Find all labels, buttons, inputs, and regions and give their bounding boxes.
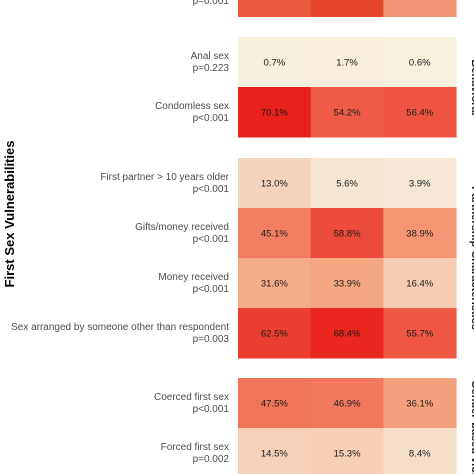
- cell-value-label: 33.9%: [334, 279, 361, 290]
- heatmap-row: 13.0% 5.6% 3.9% First partner > 10 years ol…: [100, 158, 457, 209]
- heatmap-cell: [310, 37, 384, 88]
- heatmap-cell: [238, 258, 312, 309]
- cell-value-label: 58.8%: [334, 229, 361, 240]
- cell-value-label: 3.9%: [409, 179, 431, 190]
- heatmap-cell: [310, 308, 384, 359]
- heatmap-cell: [383, 87, 457, 138]
- cell-value-label: 54.2%: [334, 108, 361, 119]
- heatmap-cell: [310, 0, 384, 17]
- heatmap-cell: [238, 87, 312, 138]
- cell-value-label: 0.7%: [264, 58, 286, 69]
- facet-strip-label: Gender-based viol: [469, 380, 474, 474]
- row-label: Money received: [158, 272, 229, 283]
- row-label: Coerced first sex: [154, 392, 229, 403]
- cell-value-label: 46.9%: [334, 399, 361, 410]
- heatmap-cell: [383, 208, 457, 259]
- cell-value-label: 1.7%: [336, 58, 358, 69]
- heatmap-row: 62.5% 68.4% 55.7% Sex arranged by someone o…: [11, 308, 457, 359]
- heatmap-cell: [383, 258, 457, 309]
- row-p-value: p<0.001: [193, 184, 230, 195]
- heatmap-cell: [383, 0, 457, 17]
- heatmap-cell: [238, 37, 312, 88]
- row-p-value: p=0.002: [193, 454, 230, 465]
- heatmap-cell: [238, 378, 312, 429]
- heatmap-row: 45.1% 58.8% 38.9% Gifts/money receivedp<0.0…: [135, 208, 457, 259]
- heatmap-cell: [310, 87, 384, 138]
- cell-value-label: 36.1%: [406, 399, 433, 410]
- cell-value-label: 31.6%: [261, 279, 288, 290]
- heatmap-cell: [383, 308, 457, 359]
- row-p-value: p<0.001: [193, 284, 230, 295]
- cell-value-label: 0.6%: [409, 58, 431, 69]
- cell-value-label: 56.4%: [406, 108, 433, 119]
- row-p-value: p<0.001: [193, 234, 230, 245]
- row-p-value: p=0.001: [193, 0, 230, 7]
- row-p-value: p<0.001: [193, 404, 230, 415]
- cell-value-label: 16.4%: [406, 279, 433, 290]
- row-label: First partner > 10 years older: [100, 172, 229, 183]
- heatmap-cell: [238, 308, 312, 359]
- heatmap-cell: [310, 258, 384, 309]
- heatmap-cell: [310, 428, 384, 474]
- heatmap-cell: [238, 0, 312, 17]
- clipped-top-row: p=0.001: [193, 0, 457, 17]
- heatmap-cell: [238, 158, 312, 209]
- heatmap-cell: [310, 208, 384, 259]
- row-label: Sex arranged by someone other than respo…: [11, 322, 229, 333]
- cell-value-label: 45.1%: [261, 229, 288, 240]
- row-p-value: p=0.003: [193, 334, 230, 345]
- facet-strips: Behavioral Partnership Characteristics Gen…: [469, 59, 474, 474]
- cell-value-label: 55.7%: [406, 329, 433, 340]
- heatmap-cell: [383, 378, 457, 429]
- row-label: Gifts/money received: [135, 222, 229, 233]
- heatmap-cell: [238, 428, 312, 474]
- cell-value-label: 62.5%: [261, 329, 288, 340]
- y-axis-title: First Sex Vulnerabilities: [2, 141, 17, 288]
- cell-value-label: 38.9%: [406, 229, 433, 240]
- cell-value-label: 5.6%: [336, 179, 358, 190]
- cell-value-label: 13.0%: [261, 179, 288, 190]
- cell-value-label: 15.3%: [334, 449, 361, 460]
- facet-strip-label: Partnership Characteristics: [469, 186, 474, 330]
- heatmap-cell: [383, 428, 457, 474]
- heatmap-cell: [310, 158, 384, 209]
- row-p-value: p<0.001: [193, 113, 230, 124]
- facet-strip-label: Behavioral: [469, 59, 474, 115]
- cell-value-label: 70.1%: [261, 108, 288, 119]
- heatmap-cell: [383, 158, 457, 209]
- group-panel: 13.0% 5.6% 3.9% First partner > 10 years ol…: [11, 158, 457, 359]
- cell-value-label: 14.5%: [261, 449, 288, 460]
- cell-value-label: 68.4%: [334, 329, 361, 340]
- row-p-value: p=0.223: [193, 63, 230, 74]
- cell-value-label: 47.5%: [261, 399, 288, 410]
- row-label: Anal sex: [191, 51, 229, 62]
- heatmap-cell: [310, 378, 384, 429]
- row-label: Condomless sex: [155, 101, 229, 112]
- row-label: Forced first sex: [161, 442, 229, 453]
- cell-value-label: 8.4%: [409, 449, 431, 460]
- heatmap-cell: [383, 37, 457, 88]
- heatmap-cell: [238, 208, 312, 259]
